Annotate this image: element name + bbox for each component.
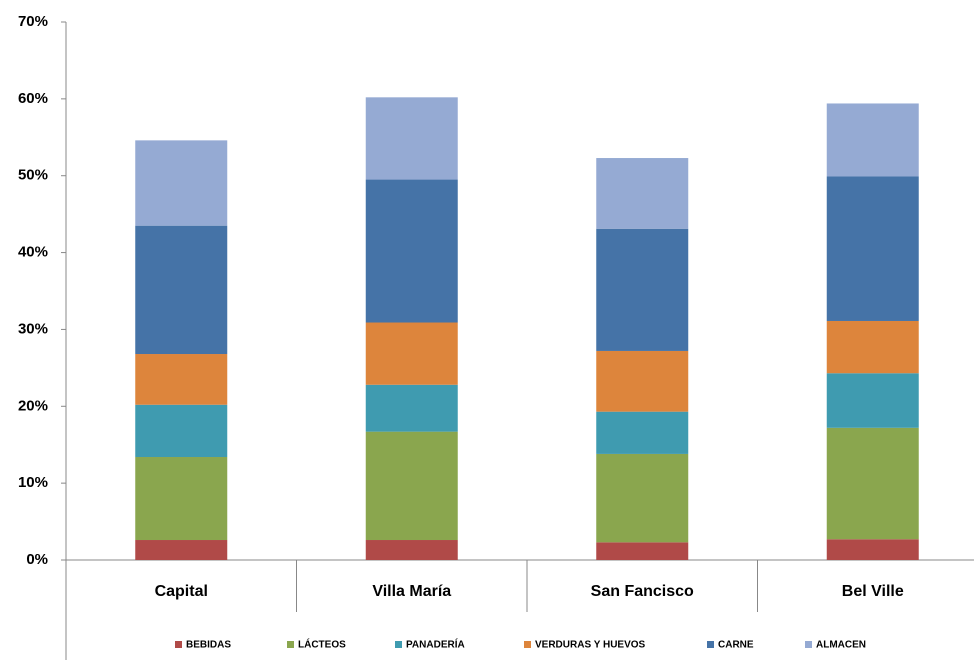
bar-segment <box>596 453 689 543</box>
y-tick-label: 60% <box>18 90 48 107</box>
bar-segment <box>135 404 228 458</box>
legend-label: BEBIDAS <box>186 640 231 651</box>
legend-swatch <box>175 641 182 648</box>
y-tick-label: 10% <box>18 474 48 491</box>
legend-swatch <box>524 641 531 648</box>
y-tick-label: 70% <box>18 13 48 30</box>
bar-segment <box>826 103 919 177</box>
bar-segment <box>596 350 689 412</box>
legend-swatch <box>805 641 812 648</box>
bar-segment <box>365 384 458 432</box>
bar-segment <box>596 158 689 229</box>
y-tick-label: 40% <box>18 244 48 261</box>
x-tick-label: Capital <box>155 583 208 600</box>
legend-label: ALMACEN <box>816 640 866 651</box>
legend-label: PANADERÍA <box>406 638 465 651</box>
bar-segment <box>135 225 228 355</box>
x-tick-label: San Fancisco <box>591 583 694 600</box>
legend-swatch <box>287 641 294 648</box>
bar-segment <box>826 539 919 560</box>
y-tick-label: 20% <box>18 397 48 414</box>
bar-segment <box>826 373 919 428</box>
bar-segment <box>826 320 919 374</box>
legend-swatch <box>395 641 402 648</box>
bar-segment <box>135 457 228 541</box>
bar-segment <box>365 322 458 385</box>
bar-segment <box>826 176 919 321</box>
y-tick-label: 30% <box>18 320 48 337</box>
y-tick-label: 0% <box>26 551 48 568</box>
bar-segment <box>135 540 228 560</box>
legend-label: LÁCTEOS <box>298 638 346 651</box>
bar-segment <box>596 542 689 560</box>
legend-label: CARNE <box>718 640 754 651</box>
bar-segment <box>596 228 689 351</box>
bar-segment <box>365 179 458 323</box>
legend-swatch <box>707 641 714 648</box>
bar-segment <box>826 427 919 540</box>
bar-segment <box>365 97 458 180</box>
bar-segment <box>365 431 458 541</box>
bar-segment <box>135 354 228 405</box>
legend-label: VERDURAS Y HUEVOS <box>535 640 646 651</box>
x-tick-label: Villa María <box>372 583 451 600</box>
bar-segment <box>365 540 458 560</box>
y-tick-label: 50% <box>18 167 48 184</box>
bar-segment <box>596 411 689 454</box>
x-tick-label: Bel Ville <box>842 583 904 600</box>
bar-segment <box>135 140 228 226</box>
